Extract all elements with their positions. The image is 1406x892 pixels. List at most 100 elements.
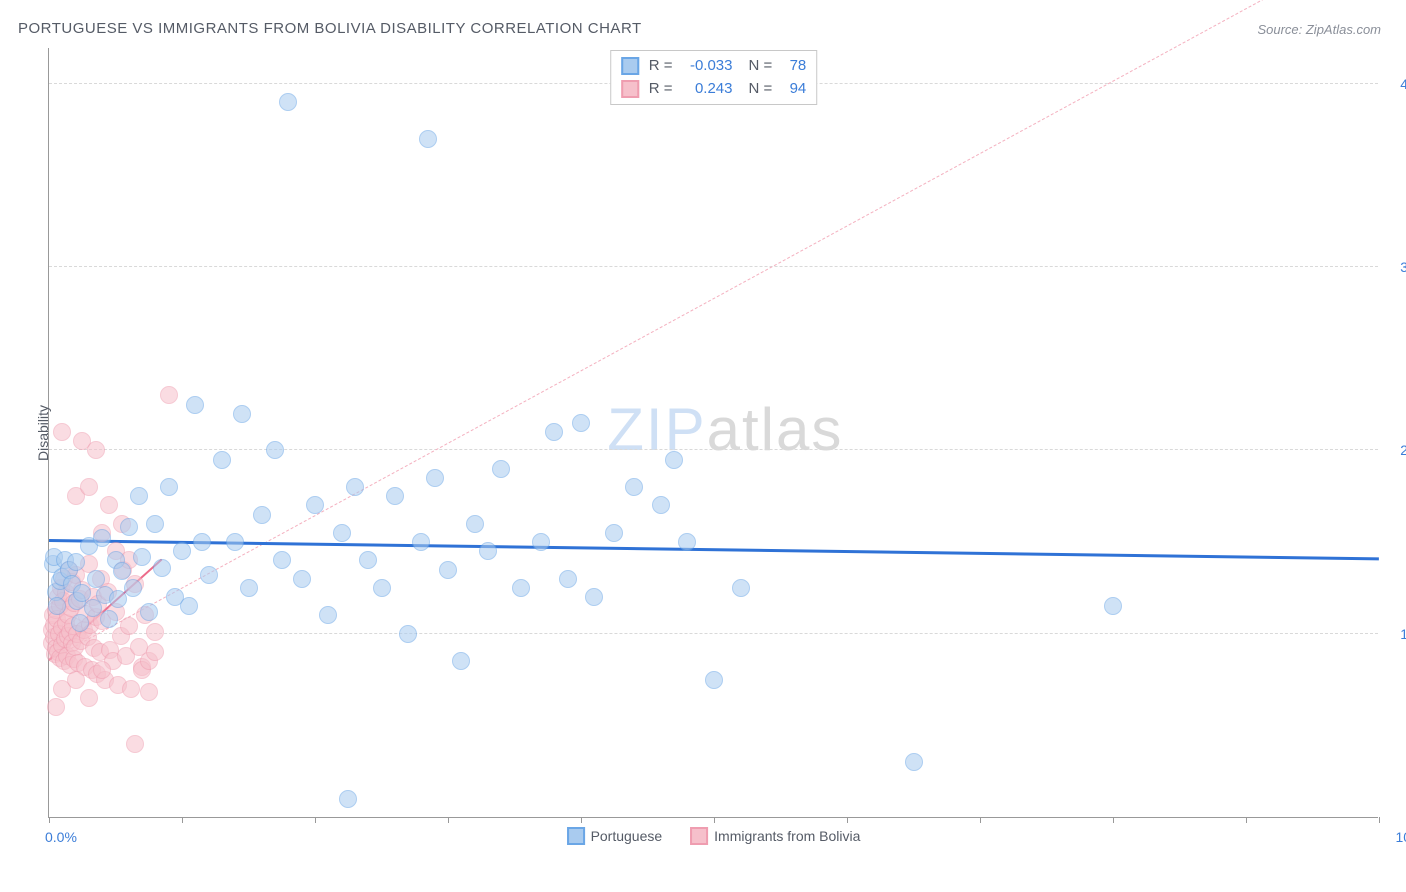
data-point	[572, 414, 590, 432]
data-point	[100, 610, 118, 628]
data-point	[233, 405, 251, 423]
gridline	[49, 633, 1378, 634]
data-point	[279, 93, 297, 111]
gridline	[49, 266, 1378, 267]
watermark-zip: ZIP	[607, 396, 706, 463]
x-tick	[1379, 817, 1380, 823]
data-point	[1104, 597, 1122, 615]
data-point	[625, 478, 643, 496]
x-tick	[1246, 817, 1247, 823]
data-point	[605, 524, 623, 542]
x-axis-min-label: 0.0%	[45, 829, 77, 845]
legend-item: Immigrants from Bolivia	[690, 827, 860, 845]
data-point	[306, 496, 324, 514]
data-point	[532, 533, 550, 551]
data-point	[173, 542, 191, 560]
x-tick	[714, 817, 715, 823]
data-point	[678, 533, 696, 551]
data-point	[386, 487, 404, 505]
data-point	[126, 735, 144, 753]
data-point	[153, 559, 171, 577]
data-point	[240, 579, 258, 597]
x-tick	[182, 817, 183, 823]
legend-bottom: Portuguese Immigrants from Bolivia	[567, 827, 861, 845]
legend-label: Immigrants from Bolivia	[714, 828, 860, 844]
legend-stats-box: R =-0.033N =78R =0.243N =94	[610, 50, 818, 105]
data-point	[124, 579, 142, 597]
data-point	[359, 551, 377, 569]
x-tick	[49, 817, 50, 823]
x-tick	[847, 817, 848, 823]
data-point	[140, 603, 158, 621]
data-point	[80, 478, 98, 496]
x-axis-max-label: 100.0%	[1396, 829, 1406, 845]
data-point	[193, 533, 211, 551]
data-point	[120, 518, 138, 536]
y-tick-label: 40.0%	[1385, 76, 1406, 92]
y-tick-label: 10.0%	[1385, 626, 1406, 642]
data-point	[466, 515, 484, 533]
y-tick-label: 30.0%	[1385, 259, 1406, 275]
data-point	[905, 753, 923, 771]
chart-title: PORTUGUESE VS IMMIGRANTS FROM BOLIVIA DI…	[18, 20, 642, 37]
legend-label: Portuguese	[591, 828, 663, 844]
data-point	[426, 469, 444, 487]
x-tick	[980, 817, 981, 823]
data-point	[120, 617, 138, 635]
data-point	[373, 579, 391, 597]
data-point	[140, 683, 158, 701]
data-point	[113, 562, 131, 580]
data-point	[180, 597, 198, 615]
watermark: ZIPatlas	[607, 395, 843, 464]
data-point	[253, 506, 271, 524]
data-point	[67, 671, 85, 689]
legend-swatch	[621, 57, 639, 75]
data-point	[346, 478, 364, 496]
source-attribution: Source: ZipAtlas.com	[1257, 22, 1381, 37]
data-point	[71, 614, 89, 632]
data-point	[652, 496, 670, 514]
legend-swatch	[621, 80, 639, 98]
data-point	[100, 496, 118, 514]
data-point	[133, 548, 151, 566]
data-point	[732, 579, 750, 597]
stat-n-label: N =	[749, 55, 773, 78]
stat-n-value: 94	[778, 78, 806, 101]
data-point	[93, 661, 111, 679]
data-point	[479, 542, 497, 560]
data-point	[452, 652, 470, 670]
data-point	[48, 597, 66, 615]
trend-line	[49, 539, 1379, 560]
data-point	[339, 790, 357, 808]
data-point	[333, 524, 351, 542]
data-point	[559, 570, 577, 588]
stat-r-value: 0.243	[679, 78, 733, 101]
watermark-atlas: atlas	[707, 396, 844, 463]
data-point	[146, 623, 164, 641]
stat-r-label: R =	[649, 78, 673, 101]
data-point	[545, 423, 563, 441]
data-point	[87, 441, 105, 459]
stat-r-label: R =	[649, 55, 673, 78]
legend-stats-row: R = 0.243 N =94	[621, 78, 807, 101]
data-point	[93, 529, 111, 547]
data-point	[439, 561, 457, 579]
data-point	[399, 625, 417, 643]
x-tick	[581, 817, 582, 823]
x-tick	[448, 817, 449, 823]
data-point	[186, 396, 204, 414]
data-point	[160, 478, 178, 496]
gridline	[49, 449, 1378, 450]
stat-n-label: N =	[749, 78, 773, 101]
x-tick	[315, 817, 316, 823]
data-point	[419, 130, 437, 148]
data-point	[80, 689, 98, 707]
plot-area: ZIPatlas Disability 10.0%20.0%30.0%40.0%…	[48, 48, 1378, 818]
data-point	[273, 551, 291, 569]
data-point	[160, 386, 178, 404]
data-point	[705, 671, 723, 689]
data-point	[512, 579, 530, 597]
data-point	[122, 680, 140, 698]
legend-item: Portuguese	[567, 827, 663, 845]
data-point	[266, 441, 284, 459]
